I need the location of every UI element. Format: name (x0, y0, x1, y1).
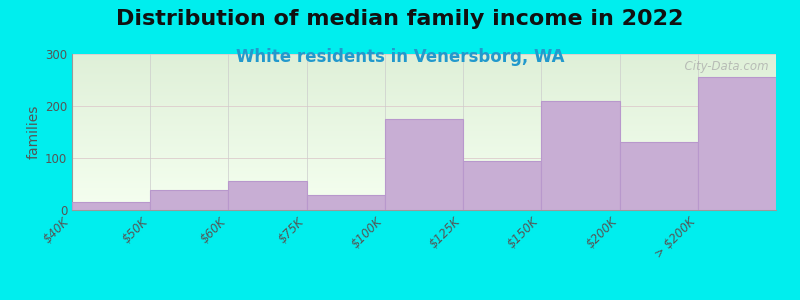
Bar (698, 77, 776, 210)
Bar (385, 119, 463, 210)
Bar (229, 182, 306, 210)
Text: Distribution of median family income in 2022: Distribution of median family income in … (116, 9, 684, 29)
Bar (619, 142, 698, 210)
Text: City-Data.com: City-Data.com (678, 60, 769, 73)
Bar (542, 101, 619, 210)
Bar (463, 160, 542, 210)
Bar (72, 202, 150, 210)
Text: White residents in Venersborg, WA: White residents in Venersborg, WA (236, 48, 564, 66)
Y-axis label: families: families (26, 105, 41, 159)
Bar (306, 195, 385, 210)
Bar (150, 190, 229, 210)
